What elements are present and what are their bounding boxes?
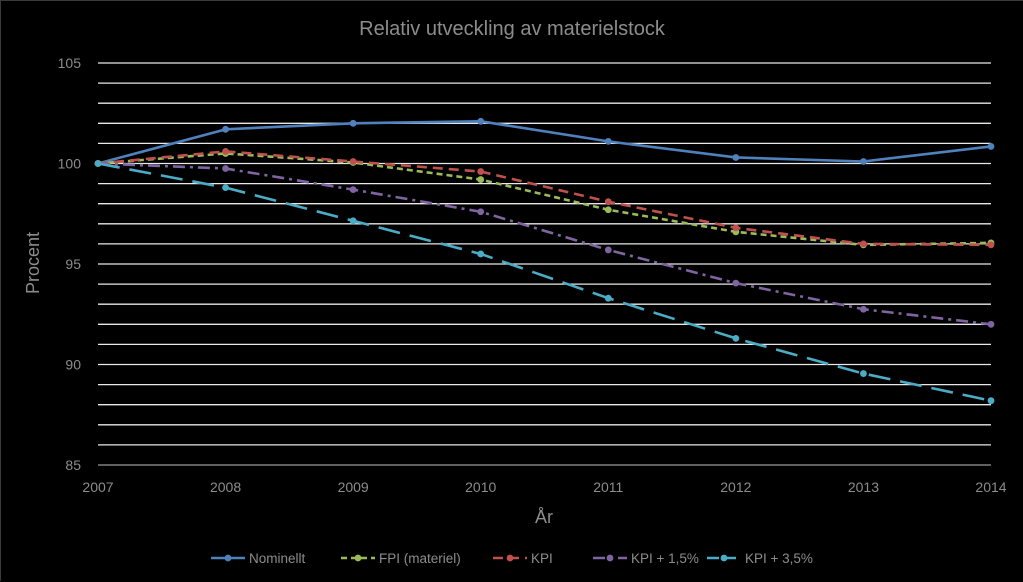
series-line [97,162,992,402]
data-point [349,119,357,127]
data-point [222,165,229,172]
y-axis-ticks: 85 90 95 100 105 [58,55,82,473]
legend-label: Nominellt [249,551,306,566]
series-kpi-1-5 [94,160,995,328]
data-point [604,198,612,206]
data-point [349,186,357,194]
data-point [604,246,612,254]
x-tick-label: 2010 [465,479,496,495]
x-axis-title: År [535,507,553,527]
x-tick-label: 2008 [210,479,241,495]
series-line [97,150,992,247]
data-point [860,158,867,165]
data-point [477,250,485,258]
data-point [604,206,612,214]
chart-title: Relativ utveckling av materielstock [359,18,666,40]
data-point [477,117,485,125]
data-point [732,334,740,342]
legend-item: FPI (materiel) [341,551,461,566]
x-tick-label: 2014 [975,479,1006,495]
legend-marker [354,554,362,562]
series-lines [94,117,995,405]
legend-marker [606,554,614,562]
data-point [987,397,995,405]
data-point [860,370,867,377]
data-point [94,160,102,167]
legend: Nominellt FPI (materiel) KPI KPI + 1,5% KPI … [211,551,813,566]
x-tick-label: 2013 [848,479,879,495]
legend-label: KPI + 1,5% [631,551,699,566]
y-axis-title: Procent [23,232,43,294]
data-point [732,279,740,287]
data-point [477,208,485,216]
gridlines [98,62,991,466]
legend-item: KPI + 3,5% [707,551,813,566]
legend-marker [506,554,514,562]
data-point [604,294,612,302]
data-point [349,158,357,165]
y-tick-label: 85 [65,457,81,473]
legend-item: KPI + 1,5% [593,551,699,566]
data-point [222,125,229,133]
x-tick-label: 2012 [720,479,751,495]
legend-item: Nominellt [211,551,306,566]
data-point [349,217,357,225]
data-point [222,184,229,192]
x-axis-ticks: 2007 2008 2009 2010 2011 2012 2013 2014 [82,479,1006,495]
y-tick-label: 100 [58,156,82,172]
y-tick-label: 95 [65,256,81,272]
x-tick-label: 2009 [338,479,369,495]
data-point [222,148,229,155]
legend-marker [224,554,232,562]
data-point [987,320,995,328]
legend-item: KPI [493,551,553,566]
y-tick-label: 90 [65,357,81,373]
data-point [477,168,485,175]
legend-label: KPI + 3,5% [745,551,813,566]
series-kpi-3-5 [94,160,995,405]
data-point [987,241,995,249]
y-tick-label: 105 [58,55,82,71]
data-point [860,305,867,313]
series-line [97,162,992,326]
x-tick-label: 2011 [593,479,623,495]
data-point [604,137,612,145]
legend-label: FPI (materiel) [379,551,461,566]
legend-marker [720,554,728,562]
data-point [732,154,740,161]
legend-label: KPI [531,551,553,566]
series-kpi [94,148,995,249]
data-point [477,176,485,183]
x-tick-label: 2007 [82,479,113,495]
data-point [732,224,740,232]
data-point [860,240,867,248]
data-point [987,143,995,150]
series-line [97,152,992,247]
series-line [97,119,992,165]
